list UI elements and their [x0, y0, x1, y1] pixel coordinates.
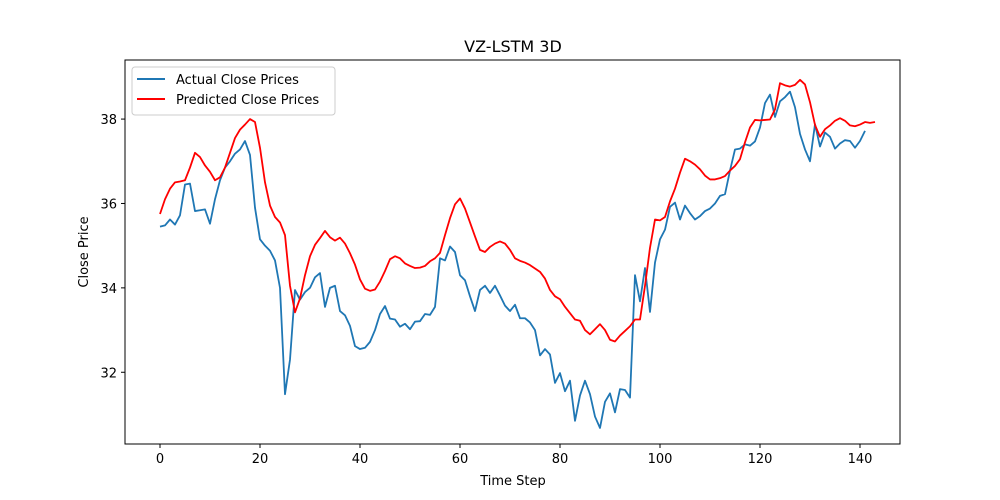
- x-tick-label: 40: [352, 452, 369, 467]
- x-tick-label: 0: [156, 452, 164, 467]
- y-tick-label: 36: [100, 197, 117, 212]
- x-tick-label: 120: [748, 452, 773, 467]
- legend: Actual Close Prices Predicted Close Pric…: [131, 66, 336, 116]
- y-tick-label: 34: [100, 282, 117, 297]
- x-tick-label: 100: [648, 452, 673, 467]
- x-tick-label: 20: [252, 452, 269, 467]
- y-axis: 32 34 36 38: [100, 113, 125, 381]
- chart-title: VZ-LSTM 3D: [464, 37, 562, 56]
- legend-label-predicted: Predicted Close Prices: [176, 93, 319, 108]
- y-tick-label: 32: [100, 366, 117, 381]
- y-tick-label: 38: [100, 113, 117, 128]
- x-axis: 0 20 40 60 80 100 120 140: [156, 444, 873, 467]
- x-axis-title: Time Step: [479, 474, 546, 489]
- series-line-actual: [159, 90, 866, 429]
- x-tick-label: 80: [552, 452, 569, 467]
- x-tick-label: 60: [452, 452, 469, 467]
- series-layer: [159, 78, 876, 429]
- legend-box: [131, 66, 336, 116]
- y-axis-title: Close Price: [77, 216, 92, 287]
- series-line-predicted: [159, 78, 876, 343]
- x-tick-label: 140: [848, 452, 873, 467]
- legend-label-actual: Actual Close Prices: [176, 73, 299, 88]
- plot-frame: [124, 59, 901, 445]
